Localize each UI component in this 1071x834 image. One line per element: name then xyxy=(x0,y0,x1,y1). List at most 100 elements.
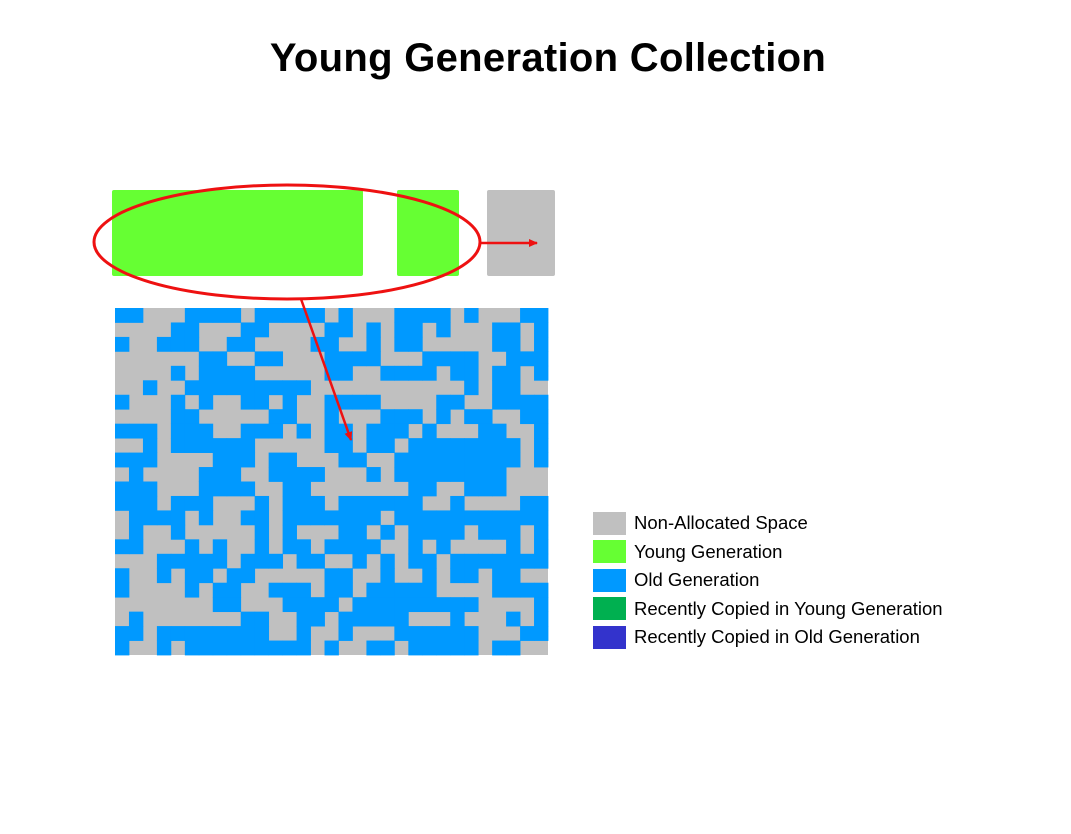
old-generation-cell xyxy=(240,380,256,396)
old-generation-cell xyxy=(408,409,423,425)
old-generation-cell xyxy=(534,409,549,425)
old-generation-cell xyxy=(226,380,242,396)
old-generation-cell xyxy=(492,582,507,598)
old-generation-cell xyxy=(422,626,437,641)
old-generation-cell xyxy=(268,351,284,367)
old-generation-cell xyxy=(394,336,409,352)
old-generation-cell xyxy=(506,640,521,656)
old-generation-cell xyxy=(352,611,367,627)
old-generation-cell xyxy=(184,308,200,323)
old-generation-cell xyxy=(436,308,451,323)
old-generation-cell xyxy=(366,597,381,613)
legend-item-old: Old Generation xyxy=(593,566,1033,595)
old-generation-cell xyxy=(226,438,242,453)
old-generation-cell xyxy=(366,640,381,656)
old-generation-cell xyxy=(394,452,409,468)
old-generation-cell xyxy=(296,582,311,598)
old-generation-cell xyxy=(478,452,493,468)
old-generation-cell xyxy=(282,308,297,323)
old-generation-cell xyxy=(142,380,158,396)
old-generation-cell xyxy=(436,322,451,338)
old-generation-cell xyxy=(254,539,270,555)
old-generation-cell xyxy=(520,510,535,526)
old-generation-cell xyxy=(436,626,451,641)
old-generation-cell xyxy=(115,481,130,497)
old-generation-cell xyxy=(254,611,270,627)
old-generation-cell xyxy=(240,640,256,656)
old-generation-cell xyxy=(366,351,381,367)
old-generation-cell xyxy=(422,467,437,482)
old-generation-cell xyxy=(338,495,353,511)
old-generation-cell xyxy=(450,510,465,526)
old-generation-cell xyxy=(436,524,451,540)
old-generation-cell xyxy=(296,611,311,627)
old-generation-cell xyxy=(254,351,270,367)
old-generation-cell xyxy=(282,510,297,526)
old-generation-cell xyxy=(296,640,311,656)
old-generation-cell xyxy=(408,597,423,613)
old-generation-cell xyxy=(142,438,158,453)
old-generation-cell xyxy=(534,582,549,598)
old-generation-cell xyxy=(128,467,144,482)
old-generation-cell xyxy=(310,597,325,613)
old-generation-cell xyxy=(212,626,228,641)
old-generation-cell xyxy=(408,452,423,468)
old-generation-cell xyxy=(170,553,186,569)
old-generation-cell xyxy=(520,495,535,511)
old-generation-cell xyxy=(212,582,228,598)
old-generation-cell xyxy=(394,322,409,338)
old-generation-cell xyxy=(492,640,507,656)
legend-item-non-allocated: Non-Allocated Space xyxy=(593,509,1033,538)
old-generation-cell xyxy=(492,467,507,482)
old-generation-cell xyxy=(408,553,423,569)
old-generation-cell xyxy=(520,553,535,569)
old-generation-cell xyxy=(338,308,353,323)
old-generation-cell xyxy=(352,510,367,526)
old-generation-cell xyxy=(324,568,339,584)
old-generation-cell xyxy=(226,597,242,613)
old-generation-cell xyxy=(380,423,395,439)
old-generation-cell xyxy=(198,481,214,497)
old-generation-cell xyxy=(394,510,409,526)
old-generation-cell xyxy=(240,481,256,497)
old-generation-cell xyxy=(464,553,479,569)
legend: Non-Allocated Space Young Generation Old… xyxy=(593,509,1033,652)
old-generation-cell xyxy=(268,640,284,656)
old-generation-cell xyxy=(212,597,228,613)
old-generation-cell xyxy=(394,308,409,323)
survivor-to-space xyxy=(487,190,555,276)
old-generation-cell xyxy=(464,481,479,497)
old-generation-cell xyxy=(324,322,339,338)
old-generation-cell xyxy=(268,308,284,323)
old-generation-cell xyxy=(226,365,242,381)
old-generation-cell xyxy=(156,336,172,352)
old-generation-cell xyxy=(380,553,395,569)
old-generation-cell xyxy=(520,308,535,323)
old-generation-cell xyxy=(198,380,214,396)
old-generation-cell xyxy=(184,582,200,598)
old-generation-cell xyxy=(450,495,465,511)
old-generation-cell xyxy=(115,582,130,598)
old-generation-cell xyxy=(450,452,465,468)
old-generation-cell xyxy=(170,322,186,338)
old-generation-cell xyxy=(268,467,284,482)
old-generation-cell xyxy=(310,495,325,511)
old-generation-cell xyxy=(408,481,423,497)
legend-label: Old Generation xyxy=(634,569,760,591)
old-generation-cell xyxy=(296,626,311,641)
legend-label: Young Generation xyxy=(634,540,783,562)
old-generation-cell xyxy=(324,423,339,439)
old-generation-cell xyxy=(338,452,353,468)
old-generation-cell xyxy=(506,336,521,352)
old-generation-cell xyxy=(128,423,144,439)
old-generation-cell xyxy=(366,394,381,410)
old-generation-cell xyxy=(212,539,228,555)
old-generation-cell xyxy=(450,568,465,584)
old-generation-cell xyxy=(198,467,214,482)
old-generation-cell xyxy=(198,495,214,511)
old-generation-cell xyxy=(296,539,311,555)
old-generation-cell xyxy=(240,322,256,338)
old-generation-cell xyxy=(492,568,507,584)
old-generation-cell xyxy=(464,467,479,482)
